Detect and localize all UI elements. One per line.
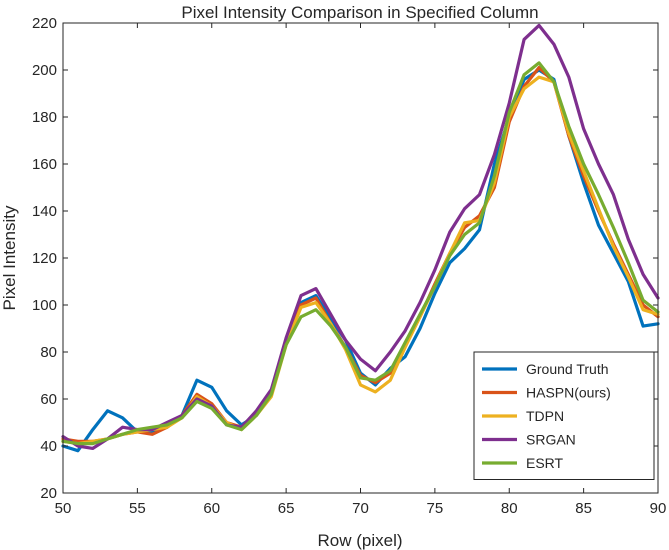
series-line-5 <box>61 61 660 446</box>
y-tick-label: 180 <box>32 109 57 126</box>
y-tick-label: 40 <box>40 438 57 455</box>
x-axis-title: Row (pixel) <box>317 531 402 550</box>
x-tick-label: 65 <box>278 500 295 517</box>
y-tick-label: 20 <box>40 485 57 502</box>
legend-label: HASPN(ours) <box>526 385 611 401</box>
legend-label: SRGAN <box>526 432 576 448</box>
legend-label: Ground Truth <box>526 361 609 377</box>
legend: Ground Truth HASPN(ours) TDPN SRGAN ESRT <box>473 351 655 480</box>
y-tick-label: 80 <box>40 344 57 361</box>
x-tick-label: 85 <box>575 500 592 517</box>
chart-title: Pixel Intensity Comparison in Specified … <box>181 3 538 22</box>
x-tick-label: 50 <box>55 500 72 517</box>
x-tick-label: 70 <box>352 500 369 517</box>
legend-label: ESRT <box>526 455 564 471</box>
y-tick-label: 160 <box>32 156 57 173</box>
y-tick-label: 100 <box>32 297 57 314</box>
x-tick-label: 55 <box>129 500 146 517</box>
y-tick-label: 200 <box>32 62 57 79</box>
x-tick-label: 75 <box>427 500 444 517</box>
x-tick-label: 90 <box>650 500 667 517</box>
x-tick-label: 80 <box>501 500 518 517</box>
y-tick-label: 120 <box>32 250 57 267</box>
axes-group: 50 55 60 65 70 75 80 85 90 20 40 60 80 100 120 140 160 18… <box>32 15 666 517</box>
legend-label: TDPN <box>526 408 564 424</box>
y-tick-label: 60 <box>40 391 57 408</box>
y-tick-label: 140 <box>32 203 57 220</box>
x-tick-label: 60 <box>203 500 220 517</box>
series-group <box>61 23 660 453</box>
y-axis-title: Pixel Intensity <box>0 205 19 310</box>
y-tick-label: 220 <box>32 15 57 32</box>
